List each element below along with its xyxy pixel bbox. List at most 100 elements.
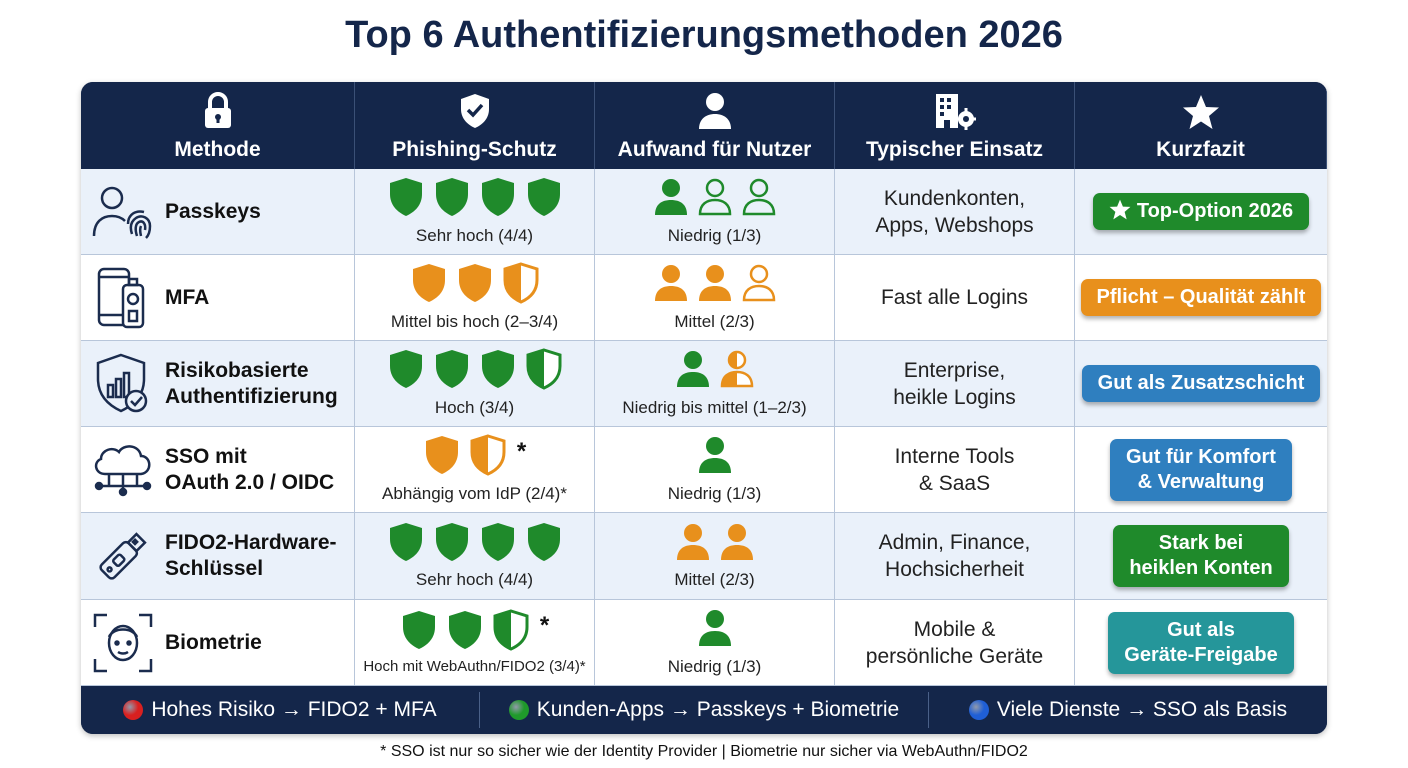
phone-token-icon bbox=[91, 266, 155, 330]
phishing-label: Abhängig vom IdP (2/4)* bbox=[382, 483, 567, 503]
shield-rating bbox=[387, 348, 563, 395]
shield-rating bbox=[387, 178, 563, 222]
verdict-cell: Pflicht – Qualität zählt bbox=[1075, 255, 1327, 341]
header-effort-label: Aufwand für Nutzer bbox=[617, 137, 812, 161]
phishing-cell: * Hoch mit WebAuthn/FIDO2 (3/4)* bbox=[355, 600, 595, 686]
verdict-cell: Gut als Geräte-Freigabe bbox=[1075, 600, 1327, 686]
shield-full-icon bbox=[479, 521, 517, 568]
effort-label: Niedrig (1/3) bbox=[667, 225, 762, 245]
table-row: Risikobasierte Authentifizierung Hoch (3/4… bbox=[81, 341, 1327, 427]
phishing-cell: Sehr hoch (4/4) bbox=[355, 513, 595, 600]
method-name-line: FIDO2-Hardware- bbox=[165, 531, 337, 554]
phishing-label: Hoch mit WebAuthn/FIDO2 (3/4)* bbox=[363, 658, 586, 675]
method-name: Passkeys bbox=[165, 199, 261, 223]
usage-cell: Admin, Finance, Hochsicherheit bbox=[835, 513, 1075, 600]
verdict-cell: Stark bei heiklen Konten bbox=[1075, 513, 1327, 600]
person-full-icon bbox=[675, 523, 711, 566]
face-scan-icon bbox=[91, 611, 155, 675]
person-half-icon bbox=[719, 350, 755, 393]
verdict-text: Gut als bbox=[1167, 618, 1235, 641]
shield-full-icon bbox=[433, 176, 471, 223]
method-name-line: Schlüssel bbox=[165, 557, 264, 580]
usage-cell: Enterprise, heikle Logins bbox=[835, 341, 1075, 427]
effort-label: Niedrig (1/3) bbox=[667, 483, 762, 503]
person-rating bbox=[653, 264, 777, 308]
verdict-badge: Pflicht – Qualität zählt bbox=[1080, 279, 1322, 316]
shield-rating: * bbox=[400, 608, 549, 656]
header-method: Methode bbox=[81, 82, 355, 169]
shield-full-icon bbox=[456, 262, 494, 309]
header-effort: Aufwand für Nutzer bbox=[595, 82, 835, 169]
verdict-text: Top-Option 2026 bbox=[1136, 200, 1294, 222]
header-phishing-label: Phishing-Schutz bbox=[392, 137, 557, 161]
effort-cell: Niedrig (1/3) bbox=[595, 600, 835, 686]
shield-half-icon bbox=[469, 434, 507, 481]
method-cell: Biometrie bbox=[81, 600, 355, 686]
person-full-icon bbox=[697, 436, 733, 479]
shield-full-icon bbox=[446, 609, 484, 656]
phishing-label: Sehr hoch (4/4) bbox=[415, 570, 534, 589]
usage-cell: Kundenkonten, Apps, Webshops bbox=[835, 169, 1075, 255]
verdict-text: Gut als Zusatzschicht bbox=[1097, 372, 1305, 394]
phishing-cell: Mittel bis hoch (2–3/4) bbox=[355, 255, 595, 341]
method-name: FIDO2-Hardware- Schlüssel bbox=[165, 530, 337, 582]
header-phishing: Phishing-Schutz bbox=[355, 82, 595, 169]
star-icon bbox=[1182, 90, 1220, 130]
usage-line: persönliche Geräte bbox=[865, 644, 1044, 668]
divider bbox=[479, 692, 480, 728]
green-dot-icon bbox=[508, 700, 529, 720]
shield-half-icon bbox=[492, 608, 530, 656]
usage-line: Fast alle Logins bbox=[880, 286, 1029, 309]
recommendation-text: Hohes Risiko → FIDO2 + MFA bbox=[151, 698, 437, 721]
method-name-line: SSO mit bbox=[165, 444, 247, 468]
verdict-badge: Stark bei heiklen Konten bbox=[1113, 525, 1289, 587]
effort-label: Niedrig (1/3) bbox=[667, 656, 762, 676]
footnote: * SSO ist nur so sicher wie der Identity… bbox=[380, 743, 1028, 760]
table-row: Biometrie * Hoch mit WebAuthn/FIDO2 (3/4)*… bbox=[81, 600, 1327, 686]
shield-full-icon bbox=[525, 521, 563, 568]
shield-half-icon bbox=[502, 262, 540, 309]
recommendation-text: Viele Dienste → SSO als Basis bbox=[996, 698, 1288, 721]
verdict-badge: Gut als Zusatzschicht bbox=[1081, 365, 1321, 402]
table-row: MFA Mittel bis hoch (2–3/4) Mittel (2/3) Fa… bbox=[81, 255, 1327, 341]
verdict-badge: Gut für Komfort & Verwaltung bbox=[1110, 438, 1292, 501]
building-gear-icon bbox=[934, 90, 976, 130]
shield-full-icon bbox=[387, 521, 425, 568]
blue-dot-icon bbox=[968, 700, 989, 720]
shield-rating bbox=[410, 262, 540, 309]
header-row: Methode Phishing-Schutz Aufwand für Nutz… bbox=[81, 82, 1327, 169]
usb-key-icon bbox=[91, 524, 155, 588]
phishing-label: Hoch (3/4) bbox=[434, 397, 515, 417]
method-name-line: OAuth 2.0 / OIDC bbox=[165, 470, 335, 494]
table-row: FIDO2-Hardware- Schlüssel Sehr hoch (4/4) M… bbox=[81, 513, 1327, 600]
person-full-icon bbox=[675, 350, 711, 393]
method-cell: Passkeys bbox=[81, 169, 355, 255]
header-usage-label: Typischer Einsatz bbox=[865, 137, 1043, 161]
verdict-text: Gut für Komfort bbox=[1126, 445, 1276, 468]
table-row: Passkeys Sehr hoch (4/4) Niedrig (1/3) Kund… bbox=[81, 169, 1327, 255]
divider bbox=[928, 692, 929, 728]
verdict-text: & Verwaltung bbox=[1137, 470, 1265, 493]
recommendation-text: Kunden-Apps → Passkeys + Biometrie bbox=[536, 698, 900, 721]
person-full-icon bbox=[697, 609, 733, 652]
shield-half-icon bbox=[525, 348, 563, 395]
star-icon bbox=[1109, 199, 1137, 222]
method-name: MFA bbox=[165, 285, 210, 309]
usage-line: Admin, Finance, bbox=[878, 531, 1031, 554]
user-icon bbox=[697, 90, 733, 130]
verdict-text: Geräte-Freigabe bbox=[1124, 643, 1278, 666]
phishing-label: Mittel bis hoch (2–3/4) bbox=[390, 311, 559, 331]
usage-line: Hochsicherheit bbox=[885, 558, 1024, 581]
shield-full-icon bbox=[400, 609, 438, 656]
method-name-line: Authentifizierung bbox=[165, 384, 338, 408]
comparison-table: Methode Phishing-Schutz Aufwand für Nutz… bbox=[81, 82, 1327, 734]
red-dot-icon bbox=[123, 700, 144, 720]
person-rating bbox=[653, 178, 777, 222]
usage-cell: Interne Tools & SaaS bbox=[835, 427, 1075, 513]
recommendation-bar: Hohes Risiko → FIDO2 + MFA Kunden-Apps →… bbox=[81, 686, 1327, 734]
verdict-text: Stark bei bbox=[1158, 532, 1244, 554]
verdict-badge: Top-Option 2026 bbox=[1092, 193, 1310, 230]
effort-cell: Niedrig (1/3) bbox=[595, 169, 835, 255]
shield-full-icon bbox=[479, 176, 517, 223]
shield-full-icon bbox=[479, 348, 517, 395]
